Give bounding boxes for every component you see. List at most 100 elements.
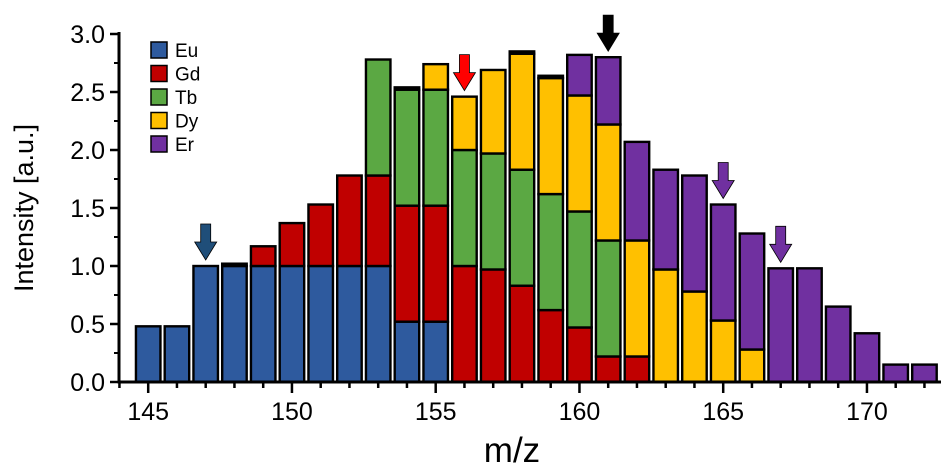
bar-segment-gd-152 bbox=[336, 174, 363, 268]
x-axis-title: m/z bbox=[484, 431, 540, 469]
bar-segment-er-170 bbox=[853, 332, 881, 384]
bar-segment-er-159 bbox=[537, 74, 565, 80]
axes-layer: 0.0 0.5 1.0 1.5 2.0 2.5 3.0 145 150 155 160 165 170 bbox=[70, 21, 941, 426]
bar-segment-er-160 bbox=[566, 53, 593, 97]
arrow-marker-147 bbox=[193, 223, 218, 261]
legend-label: Er bbox=[175, 135, 195, 156]
bar-segment-dy-160 bbox=[566, 94, 593, 213]
bar-segment-eu-145 bbox=[134, 325, 162, 384]
x-tick-label: 160 bbox=[559, 398, 601, 426]
bar-segment-dy-163 bbox=[652, 268, 680, 384]
bar-segment-eu-148 bbox=[220, 264, 248, 384]
bar-segment-gd-155 bbox=[422, 204, 450, 323]
bar-segment-er-158 bbox=[508, 50, 536, 55]
legend-item-er: Er bbox=[150, 135, 195, 156]
arrow-marker-165 bbox=[711, 162, 735, 200]
bar-segment-er-168 bbox=[796, 267, 823, 384]
bar-mz-148 bbox=[220, 262, 248, 384]
bar-segment-eu-149 bbox=[249, 264, 277, 384]
bar-mz-166 bbox=[738, 232, 766, 384]
x-tick-label: 170 bbox=[846, 398, 888, 426]
bar-segment-dy-161 bbox=[594, 123, 622, 242]
bar-segment-tb-153 bbox=[364, 58, 392, 177]
bar-segment-gd-162 bbox=[623, 355, 651, 384]
bars-layer bbox=[134, 50, 938, 384]
bar-segment-gd-149 bbox=[249, 245, 277, 268]
bar-segment-er-163 bbox=[652, 168, 680, 271]
legend-item-dy: Dy bbox=[150, 111, 199, 133]
legend-swatch bbox=[150, 41, 168, 59]
bar-segment-eu-147 bbox=[192, 264, 220, 384]
bar-mz-168 bbox=[796, 267, 823, 384]
arrow-marker-167 bbox=[768, 225, 793, 264]
bar-segment-gd-158 bbox=[508, 284, 536, 384]
legend-item-eu: Eu bbox=[150, 41, 198, 62]
bar-mz-154 bbox=[393, 86, 421, 384]
legend-label: Eu bbox=[175, 41, 198, 62]
bar-mz-151 bbox=[307, 203, 335, 384]
y-tick-label: 0.5 bbox=[70, 311, 105, 339]
bar-mz-159 bbox=[537, 74, 565, 384]
bar-segment-er-171 bbox=[882, 363, 910, 384]
bar-segment-gd-150 bbox=[278, 221, 306, 268]
bar-segment-dy-156 bbox=[451, 95, 478, 152]
y-tick-label: 1.0 bbox=[70, 253, 105, 281]
bar-mz-171 bbox=[882, 363, 910, 384]
bar-segment-dy-164 bbox=[681, 290, 708, 384]
bar-segment-dy-158 bbox=[508, 52, 536, 171]
legend-label: Gd bbox=[175, 65, 200, 86]
bar-mz-164 bbox=[681, 174, 708, 384]
legend-swatch bbox=[150, 111, 168, 130]
bar-segment-tb-155 bbox=[422, 88, 450, 207]
bar-segment-dy-165 bbox=[709, 319, 737, 384]
bar-segment-tb-156 bbox=[451, 148, 478, 268]
bar-mz-160 bbox=[566, 53, 593, 384]
bar-mz-150 bbox=[278, 221, 306, 384]
bar-segment-tb-159 bbox=[537, 192, 565, 312]
legend-label: Dy bbox=[175, 112, 199, 133]
bar-segment-eu-154 bbox=[393, 320, 421, 384]
bar-mz-147 bbox=[192, 264, 220, 384]
bar-segment-gd-161 bbox=[594, 355, 622, 384]
bar-segment-gd-154 bbox=[393, 204, 421, 323]
arrows-layer bbox=[193, 14, 793, 264]
bar-mz-161 bbox=[594, 56, 622, 384]
x-tick-label: 165 bbox=[702, 398, 744, 426]
bar-mz-145 bbox=[134, 325, 162, 384]
bar-segment-tb-161 bbox=[594, 239, 622, 358]
legend-item-gd: Gd bbox=[150, 65, 200, 86]
bar-segment-er-162 bbox=[623, 140, 651, 242]
y-tick-label: 0.0 bbox=[70, 369, 105, 397]
y-tick-label: 3.0 bbox=[70, 21, 105, 49]
bar-segment-tb-160 bbox=[566, 210, 593, 329]
arrow-marker-161 bbox=[596, 14, 620, 52]
bar-segment-tb-154 bbox=[393, 88, 421, 207]
bar-mz-152 bbox=[336, 174, 363, 384]
bar-mz-169 bbox=[824, 305, 852, 384]
legend-swatch bbox=[150, 88, 168, 106]
bar-segment-eu-152 bbox=[336, 264, 363, 384]
bar-segment-er-164 bbox=[681, 174, 708, 293]
bar-segment-eu-153 bbox=[364, 264, 392, 384]
bar-mz-165 bbox=[709, 203, 737, 384]
bar-segment-er-167 bbox=[767, 267, 795, 384]
bar-segment-eu-146 bbox=[163, 325, 191, 384]
x-tick-label: 150 bbox=[271, 398, 313, 426]
bar-segment-er-172 bbox=[911, 363, 938, 384]
bar-segment-gd-153 bbox=[364, 174, 392, 268]
bar-segment-eu-150 bbox=[278, 264, 306, 384]
bar-segment-gd-148 bbox=[220, 262, 248, 268]
bar-mz-163 bbox=[652, 168, 680, 384]
bar-segment-eu-151 bbox=[307, 264, 335, 384]
y-axis-title: Intensity [a.u.] bbox=[9, 124, 39, 292]
bar-segment-dy-157 bbox=[479, 68, 507, 155]
bar-segment-gd-160 bbox=[566, 326, 593, 384]
bar-mz-157 bbox=[479, 68, 507, 384]
bar-mz-153 bbox=[364, 58, 392, 384]
bar-mz-167 bbox=[767, 267, 795, 384]
y-tick-label: 2.0 bbox=[70, 137, 105, 165]
bar-mz-146 bbox=[163, 325, 191, 384]
legend-label: Tb bbox=[175, 88, 197, 109]
